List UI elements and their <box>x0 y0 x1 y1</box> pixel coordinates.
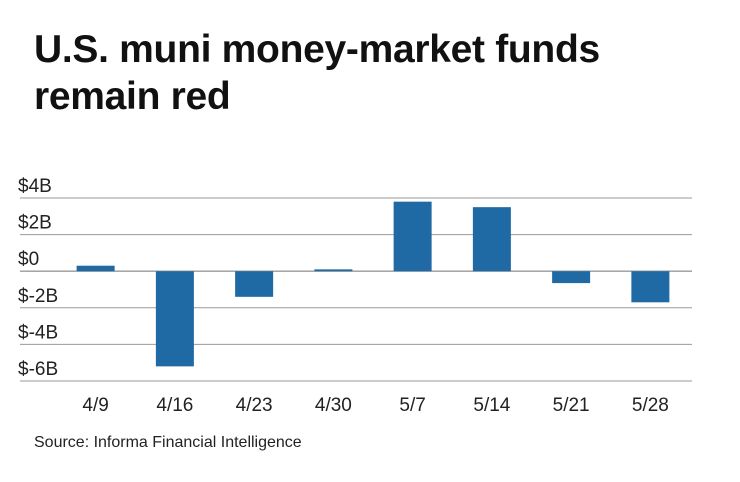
y-tick-label: $-6B <box>18 359 58 380</box>
x-tick-label: 5/7 <box>399 395 425 416</box>
bar-5-28 <box>631 271 670 303</box>
x-axis-tick-labels: 4/9 4/16 4/23 4/30 5/7 5/14 5/21 5/28 <box>82 395 668 416</box>
x-tick-label: 5/14 <box>473 395 510 416</box>
y-tick-label: $-4B <box>18 322 58 343</box>
bar-4-23 <box>235 271 274 297</box>
y-tick-label: $0 <box>18 249 39 270</box>
x-tick-label: 4/9 <box>82 395 108 416</box>
gridlines <box>20 197 692 382</box>
y-axis-tick-labels: $4B $2B $0 $-2B $-4B $-6B <box>18 176 58 380</box>
x-tick-label: 5/28 <box>632 395 669 416</box>
y-tick-label: $2B <box>18 213 52 234</box>
bar-4-16 <box>155 271 194 367</box>
bar-5-21 <box>552 271 591 284</box>
bar-4-9 <box>76 265 115 272</box>
x-tick-label: 5/21 <box>553 395 590 416</box>
y-tick-label: $-2B <box>18 286 58 307</box>
x-tick-label: 4/30 <box>315 395 352 416</box>
bars <box>76 201 670 367</box>
source-note: Source: Informa Financial Intelligence <box>34 434 302 451</box>
bar-5-14 <box>472 207 511 272</box>
bar-4-30 <box>314 269 353 272</box>
y-tick-label: $4B <box>18 176 52 197</box>
chart-title: U.S. muni money-market funds remain red <box>34 28 600 118</box>
x-tick-label: 4/16 <box>156 395 193 416</box>
x-tick-label: 4/23 <box>236 395 273 416</box>
bar-5-7 <box>393 201 432 272</box>
